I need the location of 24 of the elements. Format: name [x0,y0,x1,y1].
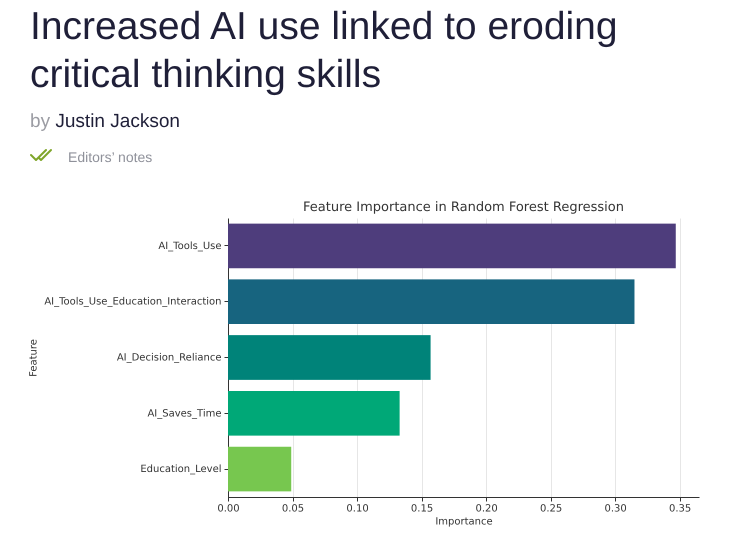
y-tick-label: AI_Saves_Time [147,408,222,420]
x-tick-label: 0.10 [346,504,369,514]
text: Increased AI use linked to eroding critical thinking skills [30,4,619,98]
x-tick-label: 0.05 [282,504,304,514]
chart-title: Feature Importance in Random Forest Regression [303,200,624,215]
x-tick-label: 0.30 [604,504,627,514]
bar [228,390,400,436]
x-tick-label: 0.20 [475,504,498,514]
x-tick-label: 0.25 [540,504,562,514]
x-tick-label: 0.00 [217,504,240,514]
x-axis-title: Importance [435,516,493,528]
y-tick-label: Education_Level [140,464,222,476]
x-tick-label: 0.15 [410,504,434,514]
x-tick-label: 0.35 [669,504,692,514]
y-tick-label: AI_Tools_Use [158,240,222,252]
bar [228,279,634,324]
text: Editors’ notes [68,148,152,166]
bar [228,224,676,268]
y-axis-title: Feature [28,339,40,377]
y-tick-label: AI_Tools_Use_Education_Interaction [44,296,222,308]
bar [228,446,292,492]
y-tick-label: AI_Decision_Reliance [116,352,222,364]
bar [228,335,431,380]
text: by Justin Jackson [30,111,180,132]
